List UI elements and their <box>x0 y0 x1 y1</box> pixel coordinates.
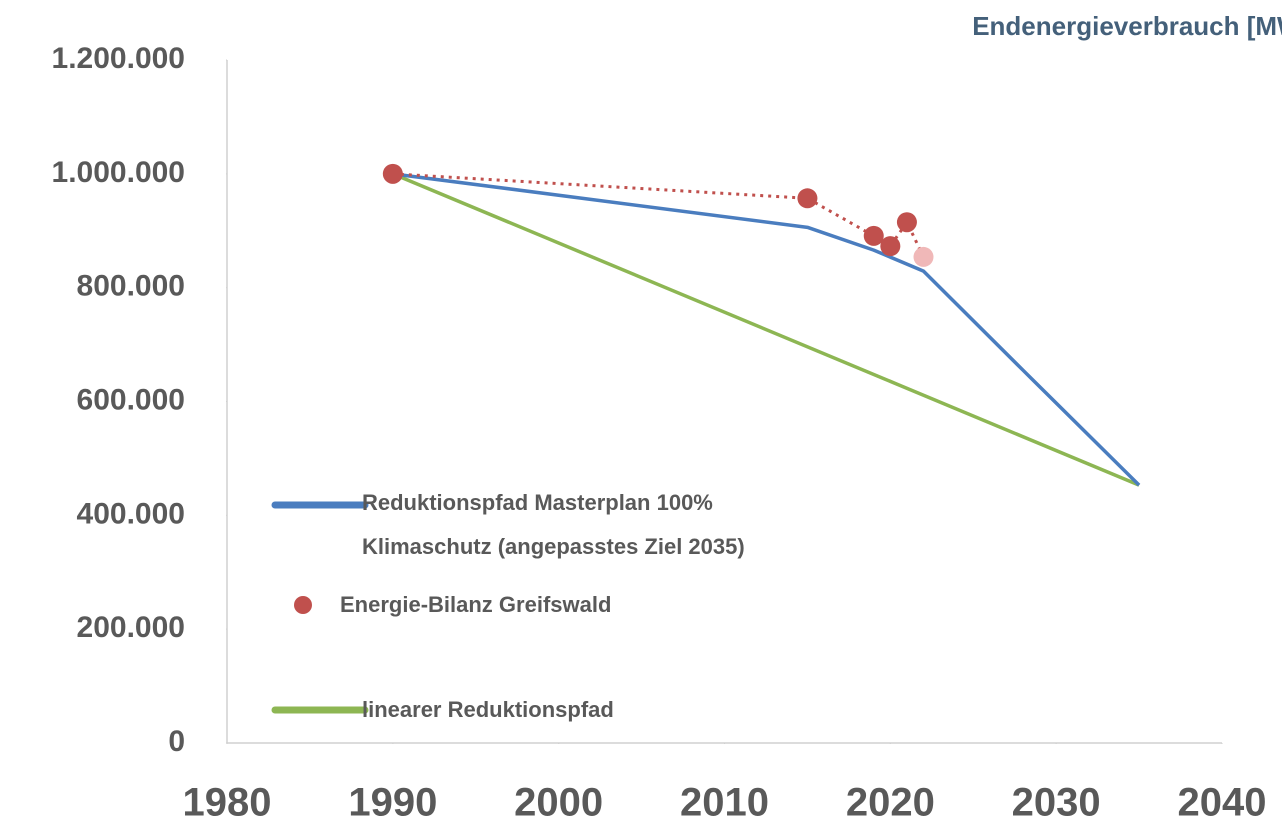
series-connector <box>392 172 925 258</box>
y-tick-label: 1.000.000 <box>52 156 185 189</box>
y-tick-label: 0 <box>168 725 185 758</box>
x-tick-label: 1980 <box>183 781 272 825</box>
legend-label: linearer Reduktionspfad <box>362 697 614 722</box>
x-tick-label: 2000 <box>514 781 603 825</box>
chart-title: Endenergieverbrauch [MWh/a] <box>972 11 1282 41</box>
data-point <box>863 225 884 246</box>
y-tick-label: 200.000 <box>77 611 185 644</box>
x-tick-label: 2020 <box>846 781 935 825</box>
x-tick-label: 2010 <box>680 781 769 825</box>
data-point <box>382 163 403 184</box>
data-point <box>896 212 917 233</box>
data-point <box>797 188 818 209</box>
x-tick-label: 2040 <box>1178 781 1267 825</box>
x-tick-label: 1990 <box>348 781 437 825</box>
series-line <box>392 172 1141 487</box>
legend-label: Energie-Bilanz Greifswald <box>340 592 612 617</box>
y-tick-label: 600.000 <box>77 383 185 416</box>
data-point <box>880 236 901 257</box>
y-tick-label: 400.000 <box>77 497 185 530</box>
legend-swatch <box>294 596 312 614</box>
legend-label: Reduktionspfad Masterplan 100% Klimaschu… <box>362 490 745 559</box>
y-tick-label: 1.200.000 <box>52 42 185 75</box>
data-point <box>913 246 934 267</box>
x-tick-label: 2030 <box>1012 781 1101 825</box>
y-tick-label: 800.000 <box>77 270 185 303</box>
series-line <box>392 172 1140 487</box>
